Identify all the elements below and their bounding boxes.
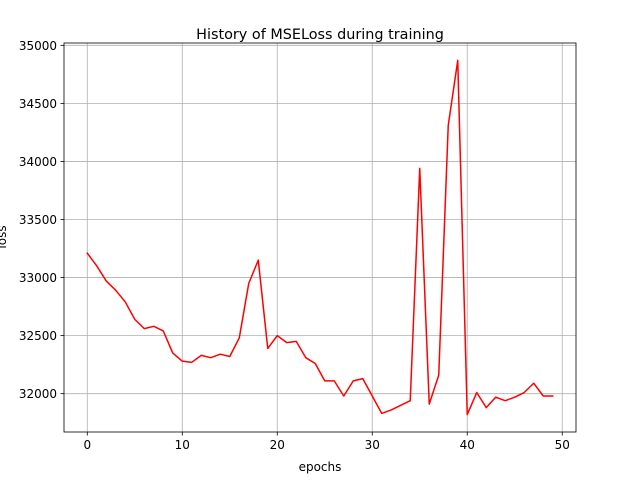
y-tick-label: 32000	[19, 387, 57, 401]
series-layer	[86, 59, 554, 416]
x-tick-label: 40	[460, 438, 475, 452]
x-tick-label: 50	[555, 438, 570, 452]
chart-title: History of MSELoss during training	[196, 27, 444, 43]
x-tick-label: 20	[270, 438, 285, 452]
y-tick-label: 34000	[19, 155, 57, 169]
y-tick-label: 32500	[19, 329, 57, 343]
y-tick-label: 33500	[19, 213, 57, 227]
x-tick-label: 0	[83, 438, 91, 452]
x-axis-label: epochs	[299, 460, 342, 474]
ticks: 0 10 20 30 40 50 32000 32500 33000 33500 34000 3450…	[19, 39, 570, 452]
grid	[64, 43, 576, 432]
y-tick-label: 34500	[19, 97, 57, 111]
y-axis-label: loss	[0, 225, 9, 248]
x-tick-label: 10	[175, 438, 190, 452]
x-tick-label: 30	[365, 438, 380, 452]
axes-frame	[63, 42, 577, 433]
y-tick-label: 35000	[19, 39, 57, 53]
loss-series-line	[86, 59, 554, 416]
y-tick-label: 33000	[19, 271, 57, 285]
